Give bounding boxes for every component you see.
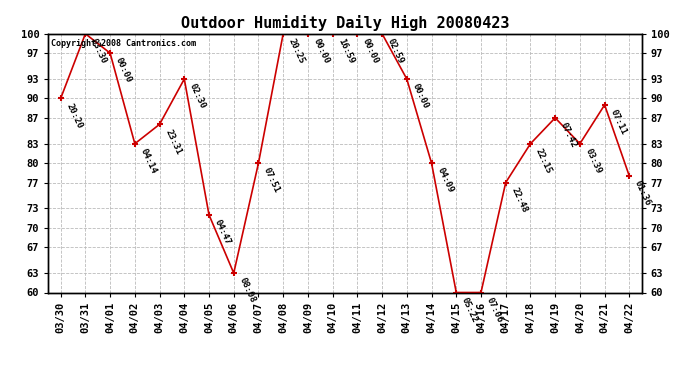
Text: 05:22: 05:22: [460, 296, 480, 324]
Text: 04:14: 04:14: [139, 147, 158, 175]
Text: 07:06: 07:06: [484, 296, 504, 324]
Text: 07:42: 07:42: [559, 121, 578, 149]
Text: 00:00: 00:00: [361, 37, 381, 65]
Text: 04:09: 04:09: [435, 166, 455, 195]
Text: 03:39: 03:39: [584, 147, 603, 175]
Text: 20:25: 20:25: [287, 37, 306, 65]
Text: 03:30: 03:30: [89, 37, 108, 65]
Title: Outdoor Humidity Daily High 20080423: Outdoor Humidity Daily High 20080423: [181, 15, 509, 31]
Text: 08:08: 08:08: [237, 276, 257, 304]
Text: 23:31: 23:31: [164, 128, 183, 156]
Text: 00:00: 00:00: [114, 56, 133, 84]
Text: 07:11: 07:11: [609, 108, 628, 136]
Text: 22:48: 22:48: [509, 186, 529, 214]
Text: 22:15: 22:15: [534, 147, 553, 175]
Text: 07:51: 07:51: [262, 166, 282, 195]
Text: 02:30: 02:30: [188, 82, 208, 110]
Text: 00:00: 00:00: [411, 82, 430, 110]
Text: 16:59: 16:59: [336, 37, 356, 65]
Text: 20:20: 20:20: [64, 102, 84, 130]
Text: 04:47: 04:47: [213, 218, 233, 246]
Text: 01:36: 01:36: [633, 179, 653, 207]
Text: 00:00: 00:00: [312, 37, 331, 65]
Text: 02:59: 02:59: [386, 37, 405, 65]
Text: Copyright 2008 Cantronics.com: Copyright 2008 Cantronics.com: [51, 39, 196, 48]
